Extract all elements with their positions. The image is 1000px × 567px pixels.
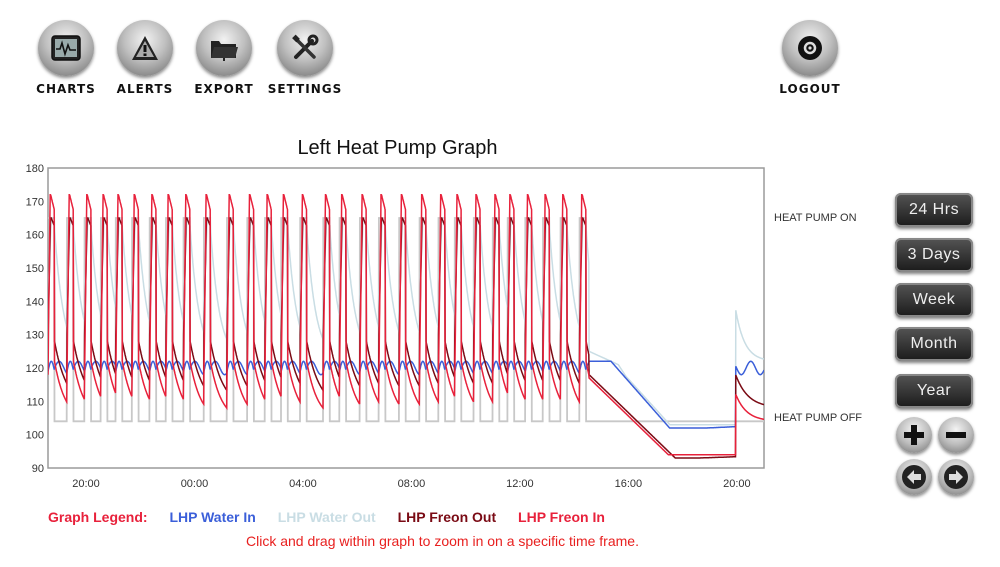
x-tick-label: 16:00 — [615, 478, 643, 490]
zoom-in-icon — [904, 425, 924, 445]
legend-heading: Graph Legend: — [48, 509, 148, 525]
range-year-button[interactable]: Year — [895, 374, 973, 408]
alerts-label: ALERTS — [116, 82, 174, 96]
y-tick-label: 180 — [26, 163, 44, 175]
y-tick-label: 140 — [26, 296, 44, 308]
power-icon — [782, 20, 838, 76]
legend: Graph Legend: LHP Water In LHP Water Out… — [48, 509, 623, 525]
heat-pump-chart[interactable]: 90 100 110 120 130 140 150 160 170 180 20:00 00:00… — [0, 160, 880, 500]
y-tick-label: 100 — [26, 430, 44, 442]
x-tick-label: 08:00 — [398, 478, 426, 490]
x-tick-label: 20:00 — [72, 478, 100, 490]
y-tick-label: 90 — [32, 463, 44, 475]
settings-button[interactable]: SETTINGS — [260, 20, 350, 96]
logout-button[interactable]: LOGOUT — [765, 20, 855, 96]
x-tick-label: 04:00 — [289, 478, 317, 490]
settings-label: SETTINGS — [267, 82, 343, 96]
y-tick-label: 120 — [26, 363, 44, 375]
alerts-button[interactable]: ALERTS — [100, 20, 190, 96]
series-line-freon-in — [48, 193, 764, 456]
y-tick-label: 110 — [26, 396, 44, 408]
forward-icon — [944, 465, 968, 489]
range-month-button[interactable]: Month — [895, 327, 973, 361]
series-line-water-in — [48, 360, 764, 429]
legend-item-water-out[interactable]: LHP Water Out — [277, 509, 376, 525]
heat-pump-on-label: HEAT PUMP ON — [774, 212, 857, 224]
heat-pump-off-label: HEAT PUMP OFF — [774, 412, 863, 424]
zoom-in-button[interactable] — [896, 417, 932, 453]
top-navigation: CHARTS ALERTS EXPORT — [0, 0, 1000, 110]
y-tick-label: 160 — [26, 230, 44, 242]
back-button[interactable] — [896, 459, 932, 495]
zoom-out-icon — [946, 432, 966, 438]
x-tick-label: 20:00 — [723, 478, 751, 490]
tools-icon — [277, 20, 333, 76]
zoom-hint: Click and drag within graph to zoom in o… — [246, 533, 639, 549]
back-icon — [902, 465, 926, 489]
legend-item-freon-out[interactable]: LHP Freon Out — [397, 509, 497, 525]
range-3days-button[interactable]: 3 Days — [895, 238, 973, 272]
x-tick-label: 00:00 — [181, 478, 209, 490]
folder-icon — [196, 20, 252, 76]
chart-title: Left Heat Pump Graph — [297, 137, 498, 159]
x-tick-label: 12:00 — [506, 478, 534, 490]
range-24hrs-button[interactable]: 24 Hrs — [895, 193, 973, 227]
y-tick-label: 150 — [26, 263, 44, 275]
y-tick-label: 130 — [26, 330, 44, 342]
range-week-button[interactable]: Week — [895, 283, 973, 317]
export-button[interactable]: EXPORT — [179, 20, 269, 96]
y-tick-label: 170 — [26, 196, 44, 208]
legend-item-water-in[interactable]: LHP Water In — [169, 509, 256, 525]
alert-icon — [117, 20, 173, 76]
charts-button[interactable]: CHARTS — [21, 20, 111, 96]
zoom-out-button[interactable] — [938, 417, 974, 453]
logout-label: LOGOUT — [779, 82, 841, 96]
legend-item-freon-in[interactable]: LHP Freon In — [518, 509, 605, 525]
export-label: EXPORT — [194, 82, 254, 96]
charts-icon — [38, 20, 94, 76]
charts-label: CHARTS — [36, 82, 96, 96]
forward-button[interactable] — [938, 459, 974, 495]
